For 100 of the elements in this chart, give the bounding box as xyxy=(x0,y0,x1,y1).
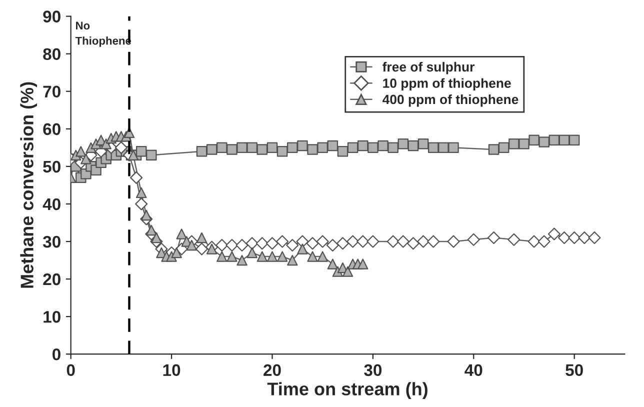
point xyxy=(246,142,258,154)
point xyxy=(130,171,143,184)
point xyxy=(195,242,208,256)
point xyxy=(498,142,510,154)
point xyxy=(186,240,198,251)
point xyxy=(406,237,420,250)
point xyxy=(171,247,182,258)
x-tick-label: 40 xyxy=(464,364,482,376)
x-tick-label: 50 xyxy=(566,364,583,376)
legend-label: 400 ppm of thiophene xyxy=(382,94,518,107)
point xyxy=(487,231,500,244)
point xyxy=(216,142,228,154)
point xyxy=(146,150,157,161)
point xyxy=(568,231,581,244)
point xyxy=(307,144,318,155)
point xyxy=(236,142,248,154)
point xyxy=(366,235,380,248)
point xyxy=(408,140,419,152)
point xyxy=(287,254,298,266)
point xyxy=(488,144,500,155)
point xyxy=(317,251,328,262)
point xyxy=(317,142,328,154)
point xyxy=(297,140,308,152)
point xyxy=(136,146,147,157)
point xyxy=(528,235,540,248)
point xyxy=(448,142,459,154)
y-tick-label: 0 xyxy=(52,348,60,360)
point xyxy=(146,224,157,236)
point xyxy=(337,146,348,157)
point xyxy=(418,138,429,150)
point xyxy=(100,138,112,150)
y-tick-label: 40 xyxy=(42,198,60,210)
point xyxy=(588,231,601,244)
point xyxy=(358,258,368,270)
point xyxy=(327,140,338,152)
legend-label: 10 ppm of thiophene xyxy=(383,78,511,90)
point xyxy=(578,231,591,244)
point xyxy=(206,144,218,155)
y-axis-title: Methane conversion (%) xyxy=(20,82,38,288)
point xyxy=(336,237,350,250)
point xyxy=(306,237,319,250)
point xyxy=(368,142,378,154)
point xyxy=(226,144,238,155)
point xyxy=(528,134,540,146)
point xyxy=(276,235,289,248)
y-tick-label: 80 xyxy=(43,48,60,60)
point xyxy=(548,228,560,240)
point xyxy=(347,142,358,154)
point xyxy=(508,233,520,246)
point xyxy=(206,244,218,254)
point xyxy=(216,251,228,262)
y-tick-label: 50 xyxy=(43,160,60,173)
point xyxy=(80,154,92,164)
point xyxy=(358,140,368,152)
legend-label: free of sulphur xyxy=(382,62,474,74)
point xyxy=(236,254,248,266)
point xyxy=(226,251,238,262)
point xyxy=(176,228,187,240)
point xyxy=(256,237,268,250)
x-tick-label: 20 xyxy=(264,364,281,376)
point xyxy=(558,231,571,244)
point xyxy=(256,144,268,155)
point xyxy=(226,238,238,252)
point xyxy=(346,235,360,248)
point xyxy=(558,134,570,146)
point xyxy=(447,235,460,248)
point xyxy=(417,235,430,248)
point xyxy=(427,235,440,248)
point xyxy=(386,235,400,248)
point xyxy=(151,232,162,244)
point xyxy=(356,235,370,248)
x-tick-label: 30 xyxy=(364,364,382,376)
point xyxy=(266,142,278,154)
x-axis-title: Time on stream (h) xyxy=(267,382,428,399)
point xyxy=(297,244,308,254)
point xyxy=(276,146,288,157)
point xyxy=(438,142,449,154)
point xyxy=(256,251,268,262)
point xyxy=(326,238,339,252)
point xyxy=(307,251,318,262)
point xyxy=(287,142,298,154)
point xyxy=(467,233,480,246)
y-tick-label: 60 xyxy=(43,123,60,136)
x-tick-label: 0 xyxy=(66,364,75,376)
point xyxy=(135,198,148,210)
y-tick-label: 30 xyxy=(42,236,60,248)
point xyxy=(246,237,258,250)
point xyxy=(508,138,520,150)
y-tick-label: 20 xyxy=(43,273,60,286)
point xyxy=(388,142,398,154)
point xyxy=(196,232,208,244)
point xyxy=(568,134,580,146)
point xyxy=(538,136,550,148)
y-tick-label: 10 xyxy=(44,310,60,323)
point xyxy=(342,266,354,277)
point xyxy=(266,237,279,250)
point xyxy=(136,187,147,198)
point xyxy=(266,251,278,262)
point xyxy=(428,142,439,154)
point xyxy=(246,247,258,258)
